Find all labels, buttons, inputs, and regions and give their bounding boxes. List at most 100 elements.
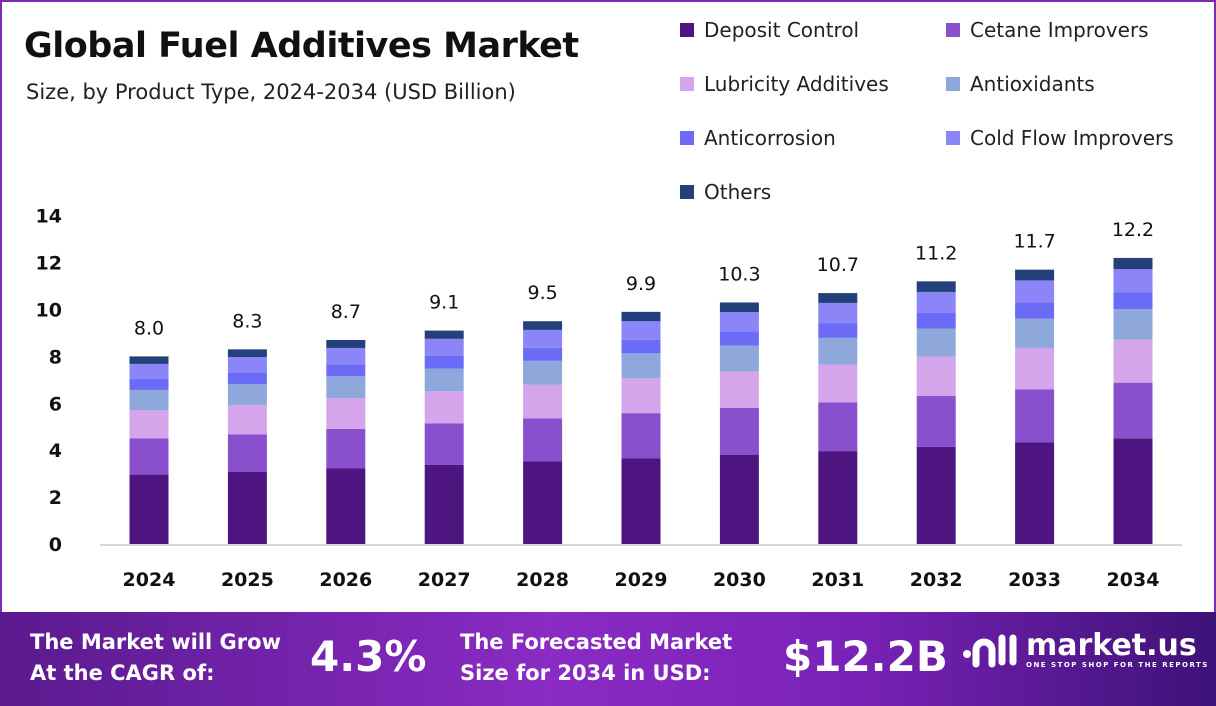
bar-segment-cold-flow-improvers bbox=[326, 347, 366, 365]
y-tick-label: 10 bbox=[36, 300, 62, 322]
x-tick-label: 2034 bbox=[1107, 569, 1160, 591]
legend-label: Deposit Control bbox=[704, 18, 860, 42]
bar-segment-others bbox=[818, 293, 858, 303]
legend-item: Lubricity Additives bbox=[680, 72, 889, 96]
bar-segment-cetane-improvers bbox=[1015, 389, 1055, 443]
legend-label: Anticorrosion bbox=[704, 126, 836, 150]
bar-segment-cetane-improvers bbox=[227, 434, 267, 473]
bar-segment-deposit-control bbox=[916, 446, 956, 544]
bar-segment-deposit-control bbox=[424, 464, 464, 544]
bar-segment-others bbox=[227, 349, 267, 358]
bar-total-label: 8.7 bbox=[331, 301, 361, 323]
bar-total-label: 9.5 bbox=[527, 282, 557, 304]
legend-swatch bbox=[946, 77, 960, 91]
legend-swatch bbox=[680, 131, 694, 145]
bar-segment-cetane-improvers bbox=[621, 413, 661, 459]
bar-segment-anticorrosion bbox=[1015, 302, 1055, 319]
footer-banner: The Market will Grow At the CAGR of: 4.3%… bbox=[0, 612, 1216, 706]
x-tick-label: 2031 bbox=[811, 569, 864, 591]
bar-total-label: 9.1 bbox=[429, 292, 459, 314]
cagr-value: 4.3% bbox=[310, 632, 427, 681]
stacked-bar-chart: 0 2 4 6 8 10 12 14 8.0 2024 8.3 2025 8.7 2026 9.1 2027 9… bbox=[36, 206, 1182, 591]
y-tick-label: 12 bbox=[36, 253, 62, 275]
bar-total-label: 10.7 bbox=[817, 254, 859, 276]
bar-segment-deposit-control bbox=[1015, 442, 1055, 544]
bar-segment-deposit-control bbox=[326, 468, 366, 544]
bar-segment-lubricity-additives bbox=[621, 378, 661, 414]
bar-total-label: 8.3 bbox=[232, 310, 262, 332]
chart-title: Global Fuel Additives Market bbox=[24, 26, 579, 66]
bar-segment-deposit-control bbox=[227, 472, 267, 544]
chart-subtitle: Size, by Product Type, 2024-2034 (USD Bi… bbox=[26, 80, 516, 104]
x-tick-label: 2030 bbox=[713, 569, 766, 591]
bar-total-label: 8.0 bbox=[134, 317, 164, 339]
legend-swatch bbox=[680, 23, 694, 37]
forecast-label: The Forecasted Market Size for 2034 in US… bbox=[460, 630, 733, 685]
legend-swatch bbox=[680, 185, 694, 199]
bar-segment-cetane-improvers bbox=[719, 407, 759, 455]
y-tick-label: 2 bbox=[49, 487, 62, 509]
bar-segment-antioxidants bbox=[326, 376, 366, 399]
x-tick-label: 2024 bbox=[123, 569, 176, 591]
bar-segment-anticorrosion bbox=[326, 364, 366, 377]
x-tick-label: 2029 bbox=[615, 569, 668, 591]
legend-item: Cold Flow Improvers bbox=[946, 126, 1174, 150]
bar-total-label: 12.2 bbox=[1112, 219, 1154, 241]
bar-segment-lubricity-additives bbox=[326, 398, 366, 429]
bar-segment-antioxidants bbox=[719, 345, 759, 372]
bar-segment-anticorrosion bbox=[621, 339, 661, 354]
bar-segment-others bbox=[621, 311, 661, 322]
bar-segment-cetane-improvers bbox=[129, 438, 169, 475]
bar-segment-deposit-control bbox=[1113, 438, 1153, 544]
bar-total-label: 11.2 bbox=[915, 242, 957, 264]
bar-segment-others bbox=[916, 281, 956, 292]
bar-segment-cold-flow-improvers bbox=[818, 302, 858, 324]
x-tick-label: 2033 bbox=[1008, 569, 1061, 591]
bar-segment-cold-flow-improvers bbox=[1113, 269, 1153, 293]
bar-segment-antioxidants bbox=[1113, 309, 1153, 340]
bar-segment-cold-flow-improvers bbox=[621, 321, 661, 340]
bar-segment-cetane-improvers bbox=[1113, 382, 1153, 439]
bar-segment-antioxidants bbox=[227, 384, 267, 405]
bar-segment-antioxidants bbox=[424, 368, 464, 392]
legend-label: Lubricity Additives bbox=[704, 72, 889, 96]
bar-segment-anticorrosion bbox=[818, 323, 858, 338]
bar-segment-antioxidants bbox=[129, 389, 169, 411]
bar-segment-cetane-improvers bbox=[523, 418, 563, 462]
legend-label: Cold Flow Improvers bbox=[970, 126, 1174, 150]
bar-segment-anticorrosion bbox=[129, 378, 169, 390]
legend-item: Deposit Control bbox=[680, 18, 859, 42]
bar-segment-others bbox=[1015, 269, 1055, 281]
legend-label: Cetane Improvers bbox=[970, 18, 1149, 42]
y-tick-label: 14 bbox=[36, 206, 62, 228]
bar-segment-lubricity-additives bbox=[1015, 347, 1055, 390]
bar-segment-cold-flow-improvers bbox=[1015, 280, 1055, 303]
bar-segment-cold-flow-improvers bbox=[719, 312, 759, 332]
bar-segment-cetane-improvers bbox=[916, 396, 956, 447]
x-tick-label: 2026 bbox=[319, 569, 372, 591]
bar-segment-antioxidants bbox=[523, 360, 563, 385]
x-tick-label: 2032 bbox=[910, 569, 963, 591]
bar-total-label: 10.3 bbox=[718, 263, 760, 285]
legend-item: Cetane Improvers bbox=[946, 18, 1149, 42]
bar-segment-others bbox=[1113, 257, 1153, 270]
legend-item: Anticorrosion bbox=[680, 126, 836, 150]
bar-segment-lubricity-additives bbox=[1113, 339, 1153, 383]
y-tick-label: 8 bbox=[49, 346, 62, 368]
bar-segment-anticorrosion bbox=[523, 347, 563, 361]
y-tick-label: 4 bbox=[49, 440, 62, 462]
bar-segment-cetane-improvers bbox=[818, 402, 858, 452]
bar-segment-cetane-improvers bbox=[424, 423, 464, 465]
bar-segment-deposit-control bbox=[719, 454, 759, 544]
bar-segment-anticorrosion bbox=[424, 355, 464, 369]
x-tick-label: 2027 bbox=[418, 569, 471, 591]
bar-segment-anticorrosion bbox=[719, 331, 759, 346]
bar-segment-anticorrosion bbox=[916, 313, 956, 329]
bar-segment-cold-flow-improvers bbox=[129, 363, 169, 379]
bar-segment-cold-flow-improvers bbox=[424, 338, 464, 356]
bar-segment-lubricity-additives bbox=[818, 364, 858, 403]
bar-segment-others bbox=[129, 356, 169, 364]
logo-icon bbox=[963, 634, 1017, 668]
y-tick-label: 0 bbox=[49, 534, 62, 556]
x-tick-label: 2028 bbox=[516, 569, 569, 591]
